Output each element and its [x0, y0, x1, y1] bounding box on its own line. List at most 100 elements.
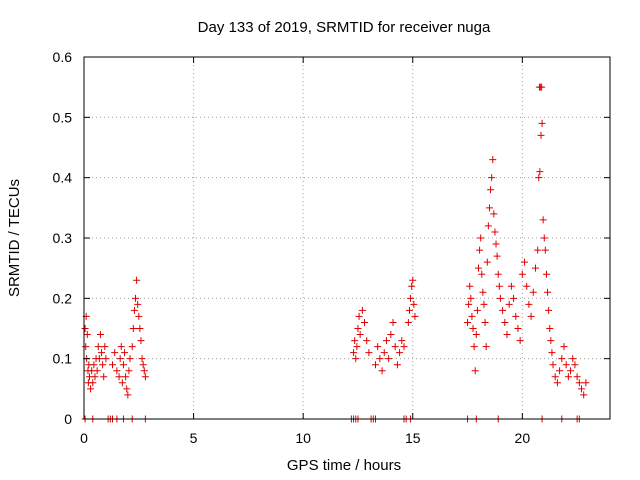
x-tick-label: 20: [515, 430, 531, 446]
data-point: [400, 343, 408, 351]
data-point: [558, 355, 566, 363]
data-point: [354, 325, 362, 332]
x-tick-label: 0: [80, 430, 88, 446]
data-point: [538, 83, 546, 91]
data-point: [523, 282, 531, 290]
data-point: [82, 343, 90, 351]
data-point: [491, 228, 499, 236]
data-point: [525, 300, 533, 308]
data-point: [494, 270, 502, 278]
data-point: [126, 355, 134, 363]
data-point: [578, 385, 586, 393]
data-point: [567, 367, 575, 375]
data-point: [468, 312, 476, 320]
grid: [84, 57, 610, 419]
data-point: [546, 325, 554, 332]
data-point: [119, 361, 127, 369]
data-point: [387, 331, 395, 339]
data-point: [129, 325, 137, 332]
data-point: [141, 373, 149, 381]
data-point: [482, 343, 490, 351]
data-point: [409, 276, 417, 284]
data-point: [466, 282, 474, 290]
data-point: [542, 270, 550, 278]
x-tick-label: 10: [295, 430, 311, 446]
data-point: [534, 246, 542, 254]
data-point: [475, 264, 482, 272]
data-point: [516, 337, 524, 345]
data-point: [408, 282, 416, 290]
data-point: [489, 156, 497, 164]
data-point: [136, 325, 144, 332]
data-point: [376, 355, 384, 363]
data-point: [139, 361, 147, 369]
y-axis-label: SRMTID / TECUs: [6, 179, 23, 297]
data-point: [490, 210, 498, 218]
data-point: [493, 252, 501, 260]
data-point: [83, 331, 91, 339]
data-point: [518, 270, 526, 278]
data-point: [465, 300, 473, 308]
data-point: [467, 294, 475, 302]
data-point: [527, 312, 535, 320]
data-point: [91, 373, 99, 381]
data-point: [396, 349, 404, 357]
y-tick-label: 0.5: [53, 109, 73, 125]
data-point: [560, 343, 568, 351]
data-point: [544, 288, 552, 296]
data-point: [374, 343, 382, 351]
axis-ticks: [83, 56, 610, 420]
data-point: [135, 312, 143, 320]
data-point: [124, 391, 132, 399]
data-point: [118, 379, 126, 387]
data-point: [537, 131, 545, 139]
data-point: [81, 325, 89, 332]
data-point: [553, 379, 561, 387]
data-point: [365, 349, 373, 357]
data-point: [361, 318, 369, 326]
data-point: [380, 349, 388, 357]
data-point: [132, 294, 140, 302]
y-tick-label: 0.2: [53, 290, 73, 306]
data-point: [405, 306, 413, 314]
data-point: [133, 276, 141, 284]
data-point: [499, 306, 507, 314]
data-point: [479, 288, 487, 296]
data-point: [89, 379, 97, 387]
data-point: [569, 355, 577, 363]
data-point: [548, 349, 556, 357]
data-point: [404, 318, 412, 326]
data-point: [382, 337, 390, 345]
data-point: [378, 367, 386, 375]
y-tick-label: 0.6: [53, 49, 73, 65]
data-point: [580, 391, 588, 399]
x-tick-label: 15: [405, 430, 421, 446]
data-point: [512, 312, 520, 320]
data-point: [393, 361, 401, 369]
data-point: [484, 222, 492, 230]
data-point: [398, 337, 406, 345]
data-point: [538, 119, 546, 127]
data-point: [488, 174, 496, 182]
chart-title: Day 133 of 2019, SRMTID for receiver nug…: [198, 19, 491, 36]
data-points: [81, 83, 590, 423]
y-tick-label: 0.1: [53, 351, 73, 367]
x-tick-labels: 0 5 10 15 20: [80, 430, 530, 446]
data-point: [138, 355, 146, 363]
data-point: [385, 355, 393, 363]
data-point: [407, 294, 415, 302]
data-point: [356, 331, 364, 339]
data-point: [496, 294, 504, 302]
y-tick-label: 0: [64, 411, 72, 427]
data-point: [547, 337, 555, 345]
data-point: [371, 361, 379, 369]
data-point: [531, 264, 539, 272]
data-point: [101, 343, 109, 351]
data-point: [503, 331, 511, 339]
data-point: [355, 312, 363, 320]
data-point: [94, 343, 102, 351]
data-point: [389, 318, 397, 326]
data-point: [514, 325, 522, 332]
data-point: [100, 373, 108, 381]
